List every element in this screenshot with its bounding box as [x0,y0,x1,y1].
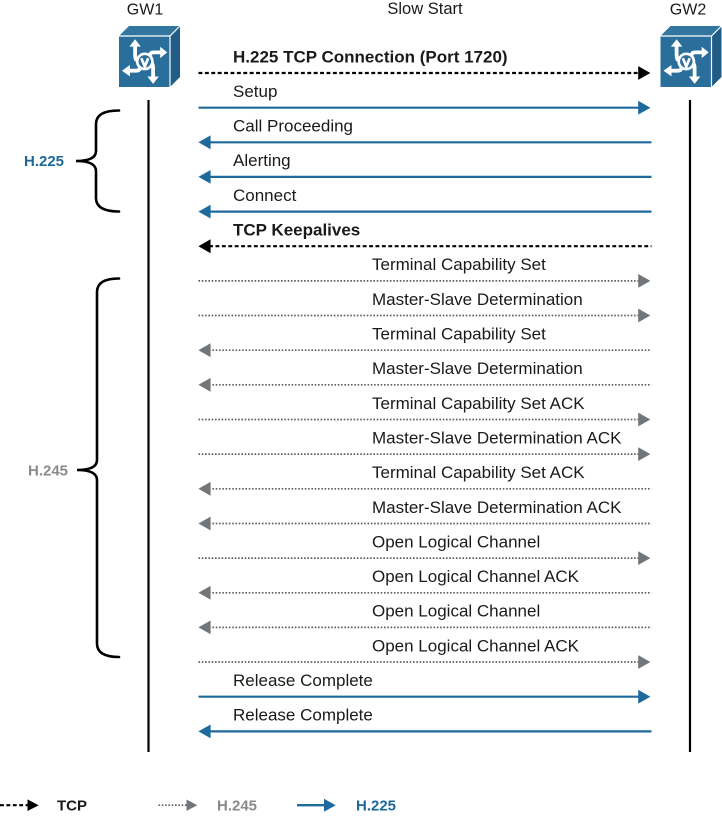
svg-text:Release Complete: Release Complete [233,706,373,725]
svg-text:Terminal Capability Set ACK: Terminal Capability Set ACK [372,463,585,482]
svg-text:H.245: H.245 [217,797,257,814]
svg-text:Open Logical Channel: Open Logical Channel [372,532,540,551]
svg-text:H.225: H.225 [356,797,396,814]
svg-text:Alerting: Alerting [233,151,291,170]
svg-text:Release Complete: Release Complete [233,671,373,690]
svg-text:Master-Slave Determination ACK: Master-Slave Determination ACK [372,498,622,517]
svg-text:Setup: Setup [233,82,277,101]
svg-text:Connect: Connect [233,186,297,205]
svg-text:Open Logical Channel ACK: Open Logical Channel ACK [372,567,580,586]
svg-text:Terminal Capability Set: Terminal Capability Set [372,255,546,274]
svg-text:H.225: H.225 [24,153,64,170]
svg-text:GW2: GW2 [670,2,707,19]
svg-text:Master-Slave Determination ACK: Master-Slave Determination ACK [372,428,622,447]
svg-text:Slow Start: Slow Start [387,0,463,18]
svg-text:Master-Slave Determination: Master-Slave Determination [372,290,583,309]
svg-text:Open Logical Channel: Open Logical Channel [372,602,540,621]
svg-text:Master-Slave Determination: Master-Slave Determination [372,359,583,378]
svg-text:Terminal Capability Set ACK: Terminal Capability Set ACK [372,394,585,413]
svg-text:H.245: H.245 [28,463,68,480]
svg-text:GW1: GW1 [127,2,164,19]
svg-text:TCP Keepalives: TCP Keepalives [233,221,360,240]
svg-text:Terminal Capability Set: Terminal Capability Set [372,325,546,344]
svg-text:Open Logical Channel ACK: Open Logical Channel ACK [372,636,580,655]
svg-text:TCP: TCP [57,797,87,814]
svg-text:Call Proceeding: Call Proceeding [233,117,353,136]
svg-text:H.225 TCP Connection (Port 172: H.225 TCP Connection (Port 1720) [233,47,508,66]
